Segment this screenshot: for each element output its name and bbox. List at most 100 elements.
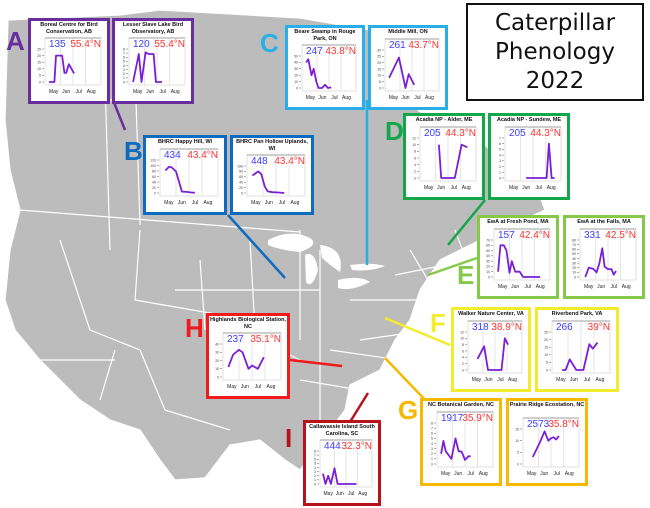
line-chart: 0 2 4 6 8 10 12 May Jun Jul Aug (460, 320, 523, 383)
svg-text:80: 80 (239, 170, 243, 174)
svg-text:May: May (472, 377, 482, 383)
group-label-a: A (6, 26, 25, 56)
caterpillar-count: 266 (556, 322, 573, 333)
svg-text:15: 15 (515, 427, 519, 431)
data-series-line (322, 467, 357, 485)
connector-h (289, 358, 343, 368)
svg-text:Aug: Aug (595, 377, 604, 383)
svg-text:30: 30 (294, 67, 298, 71)
svg-text:4: 4 (431, 442, 433, 446)
svg-text:Jul: Jul (331, 95, 337, 101)
svg-text:Jul: Jul (279, 200, 285, 206)
caterpillar-count: 247 (306, 46, 323, 57)
latitude-label: 35.8°N (548, 419, 579, 430)
svg-text:Aug: Aug (462, 185, 471, 191)
latitude-label: 39°N (587, 322, 610, 333)
svg-text:Aug: Aug (342, 95, 351, 101)
svg-text:May: May (389, 95, 399, 101)
svg-text:3: 3 (123, 68, 125, 72)
svg-text:8: 8 (431, 421, 433, 425)
svg-text:0: 0 (314, 482, 316, 486)
data-series-line (440, 437, 471, 461)
svg-text:50: 50 (294, 54, 298, 58)
caterpillar-count: 157 (498, 230, 515, 241)
svg-text:12: 12 (412, 136, 416, 140)
svg-text:70: 70 (572, 243, 576, 247)
svg-text:10: 10 (515, 439, 519, 443)
svg-text:1: 1 (431, 457, 433, 461)
svg-text:May: May (164, 200, 174, 206)
data-series-line (388, 56, 416, 89)
svg-text:20: 20 (239, 186, 243, 190)
svg-text:Jun: Jun (437, 185, 445, 191)
chart-title: Lesser Slave Lake Bird Observatory, AB (122, 22, 184, 35)
data-series-line (584, 247, 617, 278)
line-chart: 01 2 3 45 6 7 May Jun Jul Aug (499, 126, 562, 191)
svg-text:100: 100 (150, 164, 156, 168)
svg-text:40: 40 (215, 342, 219, 346)
data-series-line (531, 430, 560, 458)
svg-text:5: 5 (123, 60, 125, 64)
line-chart: 0 5 10 15 May Jun Jul Aug (515, 417, 580, 477)
svg-text:Jul: Jul (255, 384, 261, 390)
svg-text:5: 5 (517, 451, 519, 455)
group-label-f: F (430, 308, 446, 338)
svg-text:Jul: Jul (75, 89, 81, 95)
svg-text:Jun: Jun (241, 384, 249, 390)
svg-text:0: 0 (414, 176, 416, 180)
svg-text:10: 10 (572, 271, 576, 275)
svg-text:May: May (424, 185, 434, 191)
svg-text:2: 2 (499, 165, 501, 169)
svg-text:15: 15 (544, 346, 548, 350)
svg-text:1: 1 (314, 478, 316, 482)
chart-title: EwA at Fresh Pond, MA (487, 219, 549, 225)
svg-text:5: 5 (431, 437, 433, 441)
latitude-label: 42.5°N (605, 230, 636, 241)
svg-text:3: 3 (431, 447, 433, 451)
svg-text:6: 6 (462, 349, 464, 353)
chart-title: Acadia NP - Alder, ME (415, 117, 473, 123)
svg-text:5: 5 (39, 74, 41, 78)
chart-panel-highlands-biological: Highlands Biological Station, NC 0 10 20 30 4… (206, 313, 290, 399)
svg-text:Jul: Jul (497, 377, 503, 383)
chart-title: BHRC Pan Hollow Uplands, WI (236, 139, 308, 152)
svg-text:10: 10 (486, 270, 490, 274)
svg-text:10: 10 (412, 143, 416, 147)
svg-text:7: 7 (499, 136, 501, 140)
line-chart: 0 5 10 15 20 25 May Jun Jul Aug (37, 37, 102, 95)
chart-title: EwA at the Falls, MA (577, 219, 631, 225)
svg-text:0: 0 (488, 275, 490, 279)
svg-text:Aug: Aug (565, 471, 574, 477)
svg-text:40: 40 (239, 181, 243, 185)
svg-text:Jun: Jun (540, 471, 548, 477)
svg-text:6: 6 (314, 458, 316, 462)
chart-title: Riverbend Park, VA (551, 311, 603, 317)
svg-text:10: 10 (460, 337, 464, 341)
svg-text:0: 0 (39, 80, 41, 84)
chart-title: Middle Mill, ON (388, 29, 428, 35)
svg-text:Aug: Aug (358, 491, 367, 497)
svg-text:25: 25 (377, 55, 381, 59)
svg-text:May: May (584, 284, 594, 290)
chart-panel-boreal-centre: Boreal Centre for Bird Conservation, AB 0… (28, 18, 110, 104)
svg-text:2: 2 (123, 72, 125, 76)
latitude-label: 55.4°N (70, 39, 101, 50)
svg-text:12: 12 (460, 330, 464, 334)
svg-text:8: 8 (414, 150, 416, 154)
latitude-label: 43.8°N (325, 46, 356, 57)
svg-text:1: 1 (499, 171, 501, 175)
chart-panel-nc-botanical-garden: NC Botanical Garden, NC 0 1 2 3 4 5 6 7 8 May Jun Ju… (420, 398, 502, 486)
caterpillar-count: 1917 (441, 413, 464, 424)
svg-text:2: 2 (314, 474, 316, 478)
svg-text:Jul: Jul (610, 284, 616, 290)
latitude-label: 35.9°N (462, 413, 493, 424)
svg-text:Jun: Jun (318, 95, 326, 101)
connector-e (427, 256, 478, 277)
title-line-3: 2022 (525, 68, 585, 94)
svg-text:Aug: Aug (171, 89, 180, 95)
svg-text:May: May (509, 185, 519, 191)
data-series-line (251, 170, 285, 194)
svg-text:20: 20 (152, 186, 156, 190)
